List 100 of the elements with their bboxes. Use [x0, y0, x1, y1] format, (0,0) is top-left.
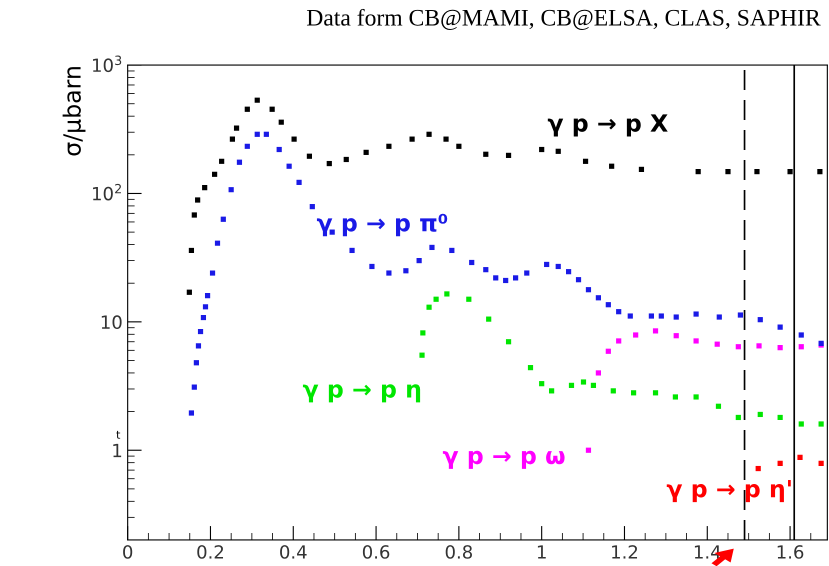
point	[420, 330, 426, 336]
point	[674, 314, 679, 320]
point	[200, 314, 206, 320]
point	[628, 313, 633, 319]
point	[192, 212, 197, 218]
point	[758, 412, 763, 418]
point	[278, 120, 284, 125]
point	[403, 268, 408, 274]
point	[756, 466, 761, 472]
point	[539, 146, 544, 152]
y-tick-label: 10$^{3}$	[93, 56, 122, 72]
point	[493, 275, 498, 280]
point	[606, 348, 611, 354]
point	[610, 388, 616, 394]
point	[186, 290, 192, 295]
point	[609, 164, 614, 169]
point	[264, 132, 269, 137]
point	[236, 160, 242, 165]
point	[286, 164, 292, 169]
point	[778, 324, 783, 330]
series-label: γ p → p ω	[442, 450, 565, 469]
text: t	[116, 430, 120, 439]
point	[778, 414, 783, 420]
point	[672, 394, 678, 400]
point	[648, 313, 654, 319]
point	[296, 180, 302, 185]
point	[694, 394, 699, 400]
point	[738, 312, 743, 318]
point	[254, 132, 260, 137]
point	[798, 421, 804, 427]
point	[694, 338, 699, 344]
point	[434, 296, 439, 302]
point	[566, 269, 572, 274]
point	[797, 454, 803, 460]
point	[556, 148, 561, 154]
point	[469, 260, 474, 266]
series-label: γ p → p η'	[666, 480, 791, 502]
series-label: γ p → p π⁰	[316, 214, 448, 236]
point	[503, 278, 508, 284]
point	[270, 106, 275, 112]
point	[652, 328, 658, 334]
point	[506, 152, 512, 158]
point	[539, 381, 544, 386]
point	[616, 338, 622, 344]
point	[449, 248, 454, 254]
chart-title: Data form CB@MAMI, CB@ELSA, CLAS, SAPHIR	[306, 8, 821, 30]
point	[198, 328, 204, 334]
point	[586, 287, 592, 292]
point	[568, 382, 574, 388]
point	[512, 275, 518, 280]
point	[736, 414, 741, 420]
point	[778, 345, 783, 350]
x-tick-label: 1.2	[612, 545, 638, 559]
point	[429, 244, 435, 250]
point	[230, 136, 236, 142]
point	[714, 342, 720, 347]
y-axis-title: σ/μbarn	[62, 67, 86, 156]
point	[778, 460, 783, 466]
point	[758, 317, 763, 322]
point	[364, 150, 369, 155]
point	[817, 169, 822, 174]
point	[466, 296, 472, 302]
point	[409, 136, 415, 142]
point	[416, 258, 422, 264]
point	[326, 160, 332, 166]
y-tick-label: 1	[113, 444, 122, 458]
point	[590, 382, 596, 388]
point	[576, 277, 582, 282]
point	[220, 216, 226, 222]
point	[606, 302, 611, 308]
point	[204, 293, 210, 298]
point	[234, 126, 240, 131]
series-label: γ p → p η	[302, 384, 420, 402]
point	[787, 169, 793, 174]
point	[582, 158, 588, 164]
point	[658, 313, 664, 319]
point	[386, 144, 392, 149]
point	[694, 311, 699, 317]
point	[254, 98, 260, 103]
series-label: γ p → p X	[548, 114, 668, 136]
point	[228, 187, 234, 192]
point	[586, 448, 592, 453]
point	[616, 309, 622, 314]
point	[486, 316, 492, 322]
point	[214, 240, 220, 246]
point	[202, 304, 208, 310]
point	[188, 410, 194, 416]
point	[630, 390, 636, 396]
point	[725, 169, 731, 174]
point	[195, 197, 200, 203]
point	[754, 169, 760, 174]
y-tick-label: 10$^{2}$	[93, 184, 121, 200]
point	[818, 460, 824, 466]
point	[544, 262, 550, 268]
point	[426, 132, 432, 137]
point	[716, 404, 722, 409]
point	[344, 156, 349, 162]
point	[798, 332, 804, 338]
x-tick-label: 0	[123, 545, 132, 559]
point	[210, 270, 216, 276]
